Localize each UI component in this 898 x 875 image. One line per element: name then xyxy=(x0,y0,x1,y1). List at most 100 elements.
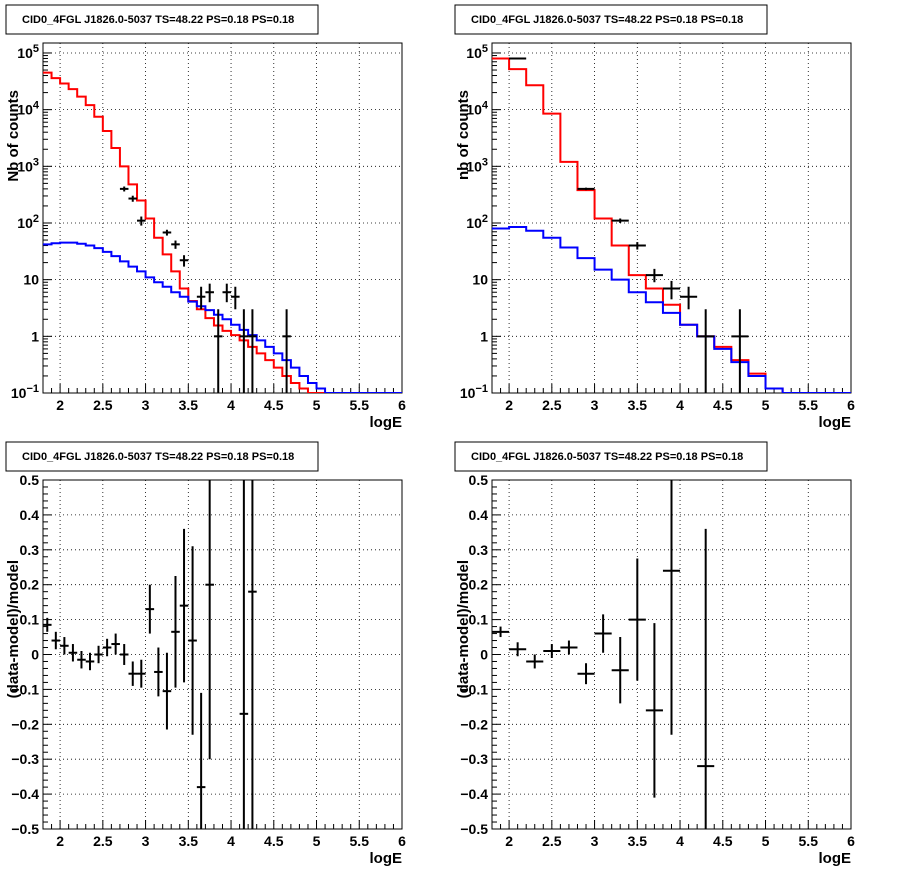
chart-title: CID0_4FGL J1826.0-5037 TS=48.22 PS=0.18 … xyxy=(22,451,294,463)
y-tick-label: 104 xyxy=(17,100,40,118)
data-point xyxy=(171,575,180,688)
x-tick-label: 5 xyxy=(313,397,321,413)
x-tick-label: 2.5 xyxy=(542,397,562,413)
y-tick-label: −0.3 xyxy=(460,751,488,767)
y-tick-label: 0 xyxy=(480,647,488,663)
data-point xyxy=(188,546,197,735)
data-point xyxy=(111,633,120,655)
data-point xyxy=(51,631,61,650)
y-tick-label: −0.3 xyxy=(11,751,39,767)
y-tick-label: 1 xyxy=(31,328,39,344)
x-tick-label: 3.5 xyxy=(179,397,199,413)
data-point xyxy=(680,286,698,310)
y-tick-label: −0.4 xyxy=(11,786,39,802)
data-point xyxy=(102,638,112,657)
plot-frame xyxy=(42,42,403,394)
x-tick-label: 3 xyxy=(142,833,150,849)
series-line-red xyxy=(492,57,851,393)
data-point xyxy=(611,637,629,704)
y-tick-label: 0.1 xyxy=(20,612,40,628)
x-tick-label: 4.5 xyxy=(713,833,733,849)
x-tick-label: 4 xyxy=(227,833,235,849)
data-point xyxy=(196,692,206,829)
data-point xyxy=(137,659,146,688)
x-tick-label: 3 xyxy=(591,397,599,413)
x-tick-label: 6 xyxy=(847,397,855,413)
data-point xyxy=(68,644,78,662)
data-point xyxy=(119,644,129,665)
x-tick-label: 6 xyxy=(398,833,406,849)
x-axis-label: logE xyxy=(370,414,403,431)
y-tick-label: 103 xyxy=(466,156,488,174)
data-point xyxy=(94,645,103,664)
y-tick-label: 0.1 xyxy=(469,612,489,628)
title-box xyxy=(5,4,319,35)
data-point xyxy=(231,286,240,310)
y-tick-label: −0.1 xyxy=(11,681,39,697)
data-point xyxy=(154,647,163,697)
y-tick-label: −0.5 xyxy=(11,821,39,837)
title-box xyxy=(5,441,319,472)
x-tick-label: 2 xyxy=(56,397,64,413)
chart-title: CID0_4FGL J1826.0-5037 TS=48.22 PS=0.18 … xyxy=(471,451,743,463)
data-point xyxy=(577,663,595,685)
x-tick-label: 5.5 xyxy=(350,833,370,849)
chart-title: CID0_4FGL J1826.0-5037 TS=48.22 PS=0.18 … xyxy=(22,14,294,26)
data-point xyxy=(196,286,206,310)
data-point xyxy=(85,652,95,671)
data-point xyxy=(248,309,257,393)
x-axis-label: logE xyxy=(370,850,403,867)
title-box xyxy=(454,4,768,35)
x-tick-label: 3.5 xyxy=(179,833,199,849)
data-point xyxy=(222,283,232,303)
plot-frame xyxy=(491,42,852,394)
x-axis-label: logE xyxy=(819,850,852,867)
y-tick-label: −0.2 xyxy=(11,716,39,732)
data-point xyxy=(628,242,646,250)
x-tick-label: 6 xyxy=(398,397,406,413)
y-tick-label: 102 xyxy=(466,213,488,231)
data-point xyxy=(239,480,249,829)
x-tick-label: 3.5 xyxy=(628,833,648,849)
data-point xyxy=(179,528,189,683)
x-axis-label: logE xyxy=(819,414,852,431)
data-point xyxy=(137,216,146,226)
y-tick-label: 105 xyxy=(466,43,488,61)
x-tick-label: 4 xyxy=(676,397,684,413)
y-tick-label: −0.1 xyxy=(460,681,488,697)
y-axis-label: nb of counts xyxy=(455,90,472,180)
data-point xyxy=(77,651,86,669)
x-tick-label: 5 xyxy=(313,833,321,849)
y-axis-label: Nb of counts xyxy=(5,90,22,182)
data-point xyxy=(205,283,214,303)
data-point xyxy=(543,644,561,658)
data-point xyxy=(128,661,138,686)
data-point xyxy=(731,309,749,393)
y-tick-label: 0.5 xyxy=(20,472,40,488)
plot-area xyxy=(43,71,402,393)
x-tick-label: 2 xyxy=(505,397,513,413)
y-tick-label: 105 xyxy=(17,43,39,61)
y-tick-label: 0.3 xyxy=(469,542,489,558)
data-point xyxy=(162,652,172,730)
data-point xyxy=(628,558,646,681)
panel-bottom-right-residuals: CID0_4FGL J1826.0-5037 TS=48.22 PS=0.18 … xyxy=(454,441,855,867)
data-point xyxy=(43,617,52,632)
plot-area xyxy=(492,480,715,829)
data-point xyxy=(645,268,663,283)
y-tick-label: 0.2 xyxy=(20,577,40,593)
x-tick-label: 4 xyxy=(227,397,235,413)
title-box xyxy=(454,441,768,472)
y-tick-label: 10−1 xyxy=(11,383,39,401)
x-tick-label: 2.5 xyxy=(93,397,113,413)
y-tick-label: 104 xyxy=(466,100,489,118)
y-axis-label: (data-model)/model xyxy=(455,560,472,698)
x-tick-label: 4.5 xyxy=(264,833,284,849)
data-point xyxy=(128,195,138,202)
data-point xyxy=(594,614,612,653)
panel-top-left-counts: CID0_4FGL J1826.0-5037 TS=48.22 PS=0.18 … xyxy=(5,4,406,431)
y-tick-label: −0.2 xyxy=(460,716,488,732)
data-point xyxy=(162,229,172,236)
data-point xyxy=(205,480,214,760)
x-tick-label: 5.5 xyxy=(350,397,370,413)
